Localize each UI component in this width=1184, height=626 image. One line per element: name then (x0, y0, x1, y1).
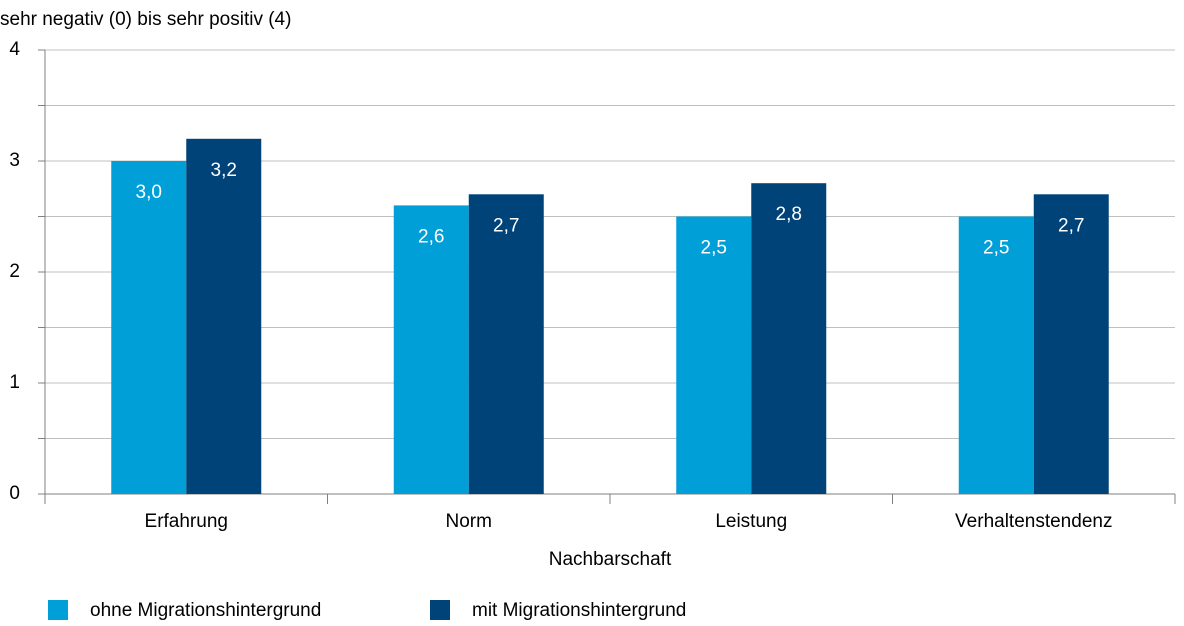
bar (111, 161, 187, 494)
value-label: 3,2 (211, 160, 237, 181)
bar (468, 194, 544, 495)
bar (751, 183, 827, 494)
legend-label: mit Migrationshintergrund (472, 600, 686, 621)
x-tick-label: Erfahrung (145, 511, 228, 532)
bar (393, 205, 469, 494)
value-label: 2,6 (418, 226, 444, 247)
value-label: 2,8 (776, 204, 802, 225)
y-tick-label: 2 (9, 261, 20, 282)
y-tick-label: 3 (9, 150, 20, 171)
bar (186, 138, 262, 495)
value-label: 3,0 (136, 182, 162, 203)
x-tick-label: Verhaltenstendenz (955, 511, 1112, 532)
legend-swatch (48, 600, 68, 620)
value-label: 2,5 (983, 238, 1009, 259)
legend-swatch (430, 600, 450, 620)
x-tick-label: Norm (446, 511, 492, 532)
value-label: 2,5 (701, 238, 727, 259)
bar (676, 216, 752, 494)
y-tick-label: 4 (9, 39, 20, 60)
x-axis-label: Nachbarschaft (549, 549, 672, 570)
bar (1033, 194, 1109, 495)
y-tick-label: 1 (9, 372, 20, 393)
value-label: 2,7 (493, 215, 519, 236)
legend-label: ohne Migrationshintergrund (90, 600, 321, 621)
x-tick-label: Leistung (715, 511, 787, 532)
bar (958, 216, 1034, 494)
y-tick-label: 0 (9, 483, 20, 504)
value-label: 2,7 (1058, 215, 1084, 236)
y-axis-label: sehr negativ (0) bis sehr positiv (4) (0, 9, 291, 30)
